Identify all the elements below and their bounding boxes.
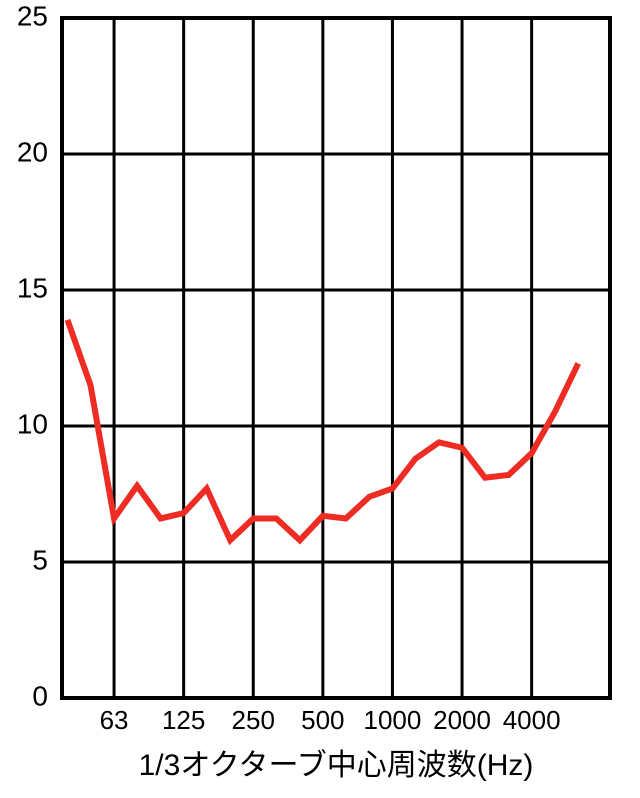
x-tick-label: 1000 (364, 705, 422, 735)
y-tick-label: 15 (17, 272, 48, 303)
y-tick-label: 10 (17, 408, 48, 439)
y-tick-label: 5 (32, 544, 48, 575)
x-tick-label: 4000 (503, 705, 561, 735)
frequency-response-chart: 0 5 10 15 20 25 63 125 250 500 1000 2000 4000 1/3オクター… (0, 0, 640, 798)
y-tick-label: 20 (17, 136, 48, 167)
x-tick-label: 500 (301, 705, 344, 735)
x-tick-label: 2000 (433, 705, 491, 735)
x-tick-label: 63 (100, 705, 129, 735)
y-tick-label: 25 (17, 0, 48, 31)
chart-svg: 0 5 10 15 20 25 63 125 250 500 1000 2000 4000 1/3オクター… (0, 0, 640, 798)
x-tick-label: 125 (162, 705, 205, 735)
y-tick-label: 0 (32, 680, 48, 711)
x-axis-label: 1/3オクターブ中心周波数(Hz) (139, 749, 534, 782)
x-tick-label: 250 (232, 705, 275, 735)
